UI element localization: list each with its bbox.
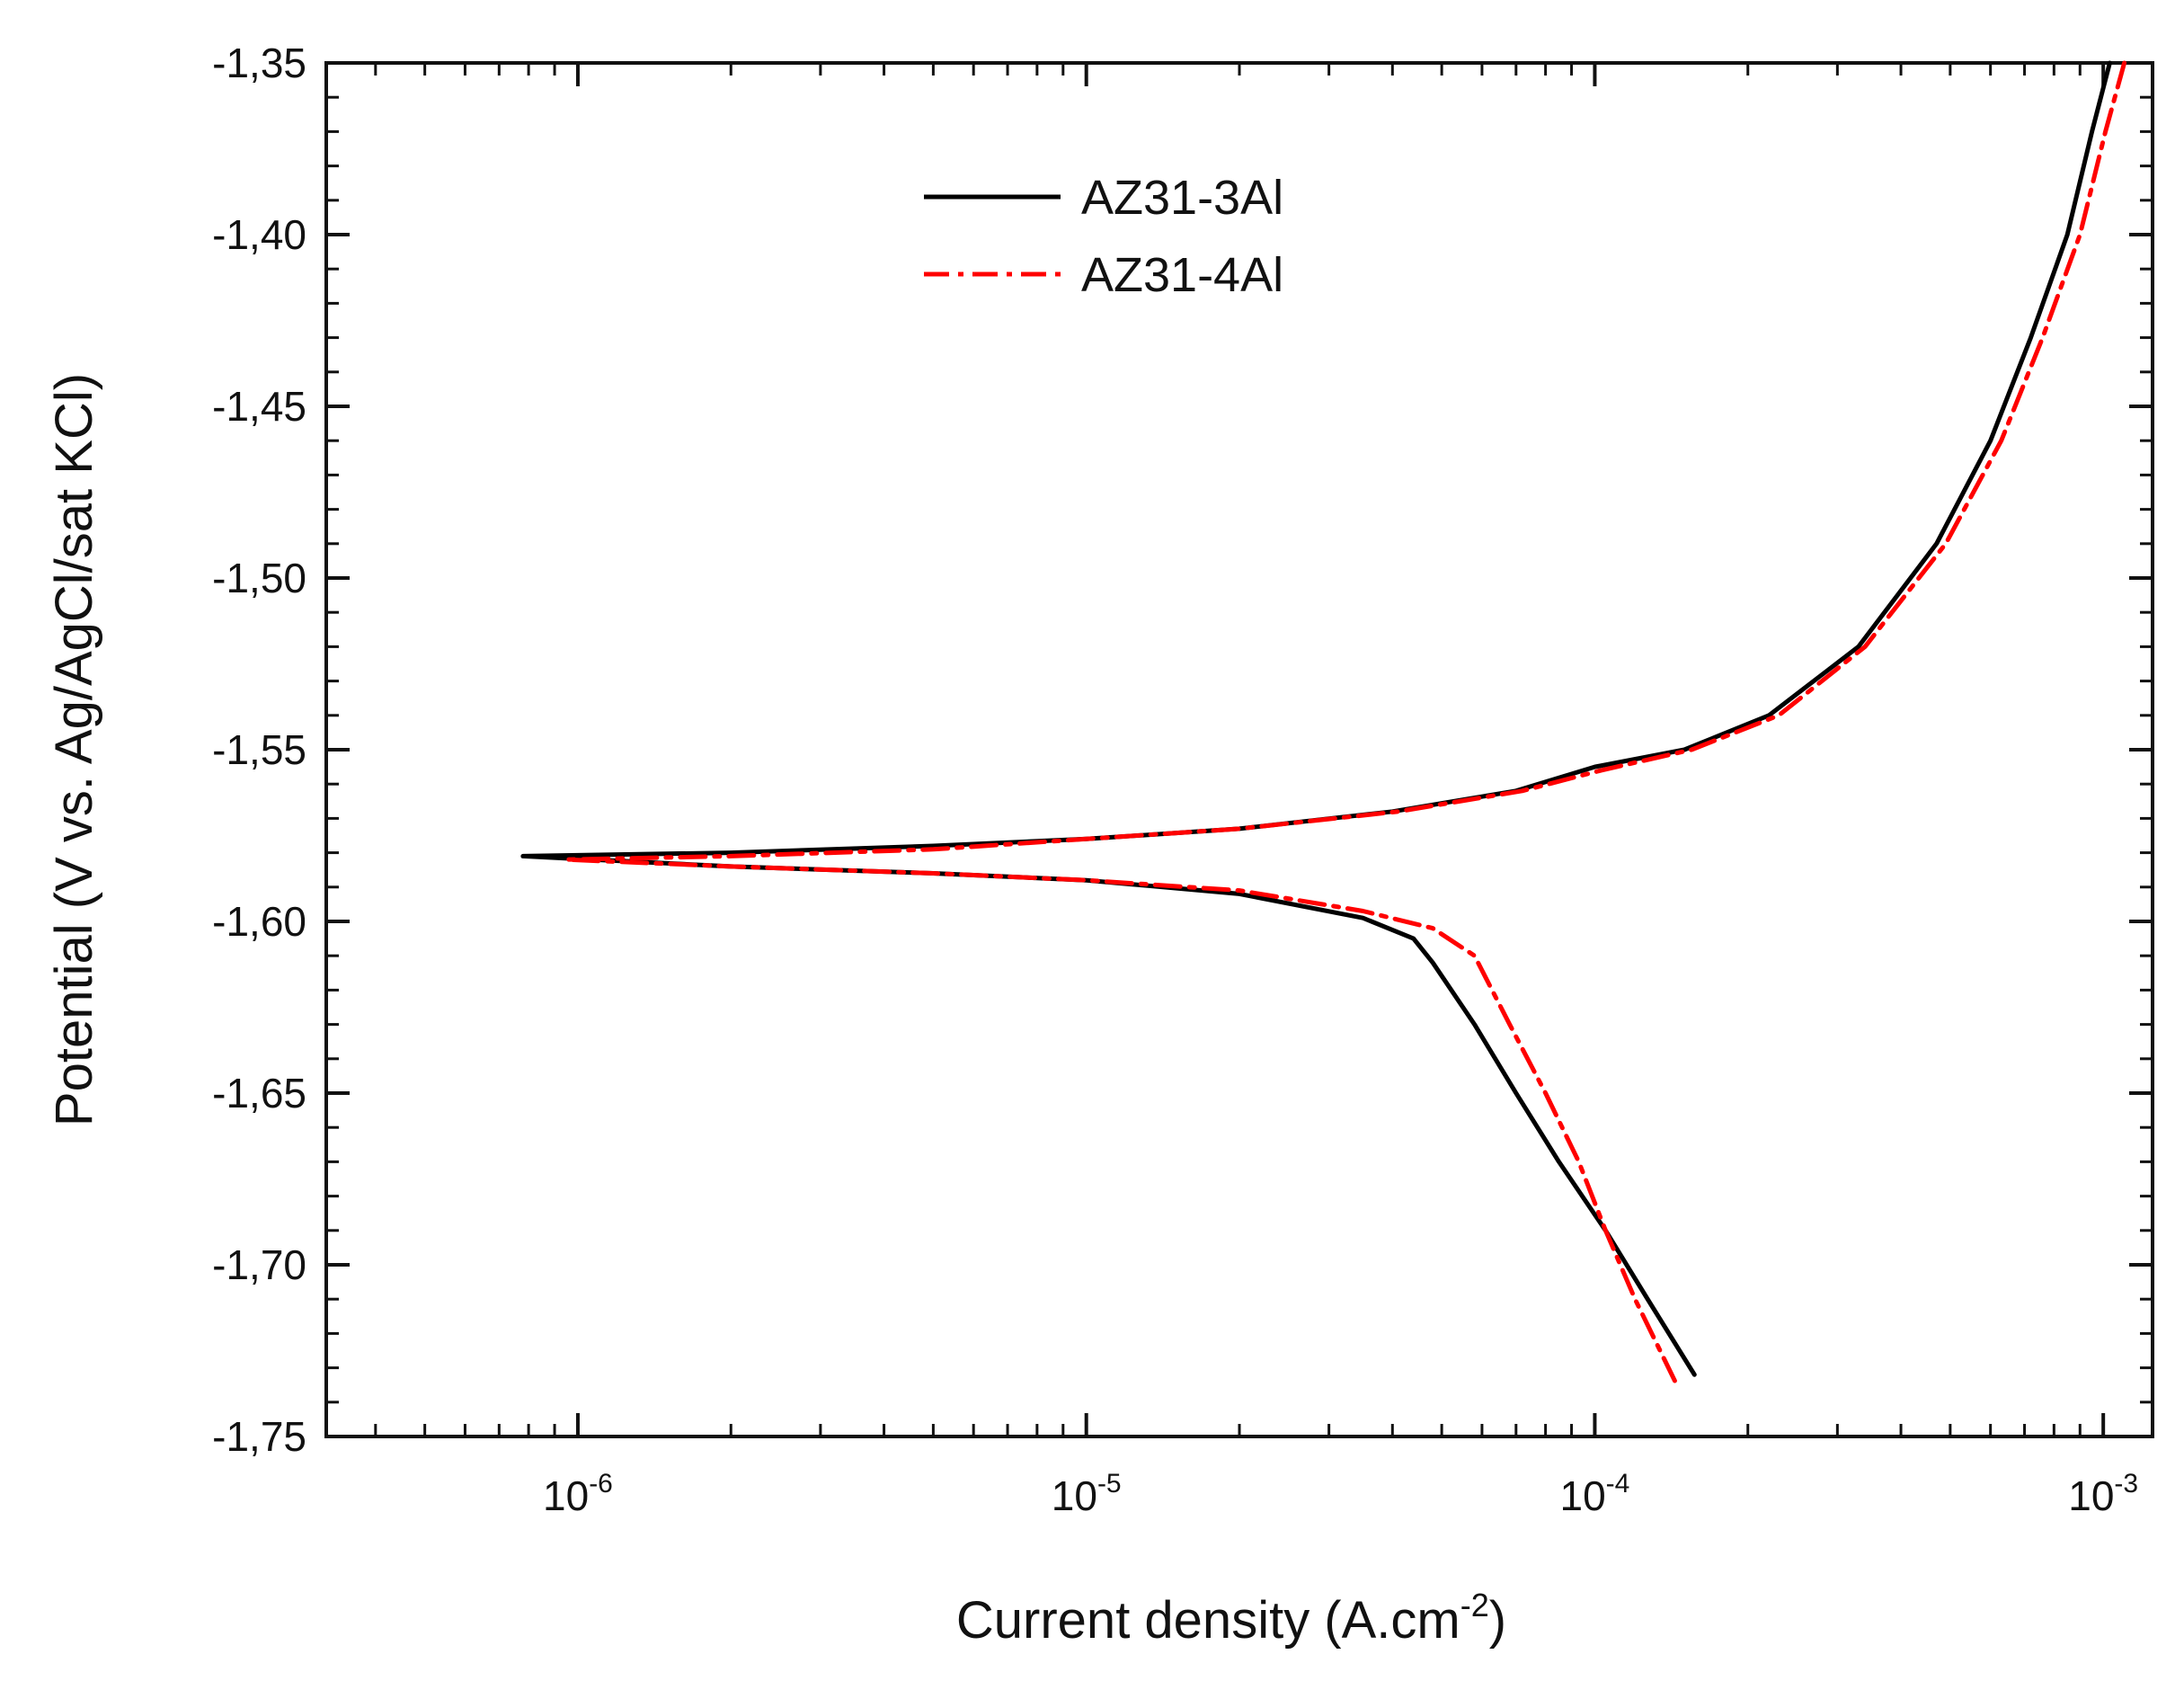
legend: AZ31-3Al AZ31-4Al bbox=[924, 171, 1283, 302]
x-axis-title-text: Current density (A.cm bbox=[956, 1591, 1460, 1650]
y-tick-label: -1,60 bbox=[212, 898, 306, 945]
series-line-az31-3al bbox=[520, 60, 2112, 1377]
x-tick-label: 10-5 bbox=[1052, 1469, 1122, 1519]
x-tick-label-base: 10 bbox=[1560, 1472, 1606, 1519]
legend-label-az31-3al: AZ31-3Al bbox=[1081, 171, 1283, 225]
x-tick-label-exponent: -6 bbox=[589, 1469, 613, 1499]
y-tick-label: -1,40 bbox=[212, 211, 306, 258]
x-tick-label: 10-6 bbox=[543, 1469, 613, 1519]
x-axis-title: Current density (A.cm-2) bbox=[956, 1587, 1506, 1650]
y-tick-label: -1,65 bbox=[212, 1070, 306, 1116]
series-layer bbox=[520, 60, 2127, 1388]
x-tick-label-exponent: -4 bbox=[1606, 1469, 1630, 1499]
y-tick-label: -1,45 bbox=[212, 383, 306, 430]
y-tick-label: -1,75 bbox=[212, 1413, 306, 1460]
x-tick-label-base: 10 bbox=[2068, 1472, 2114, 1519]
x-tick-label-exponent: -5 bbox=[1097, 1469, 1122, 1499]
x-tick-label: 10-3 bbox=[2068, 1469, 2138, 1519]
x-tick-label-exponent: -3 bbox=[2114, 1469, 2138, 1499]
x-tick-label-base: 10 bbox=[1052, 1472, 1097, 1519]
legend-label-az31-4al: AZ31-4Al bbox=[1081, 248, 1283, 302]
x-axis-title-close: ) bbox=[1489, 1591, 1506, 1650]
x-tick-label-base: 10 bbox=[543, 1472, 589, 1519]
x-tick-label: 10-4 bbox=[1560, 1469, 1630, 1519]
y-axis-ticks: -1,75 -1,70 -1,65 -1,60 -1,55 -1,50 -1,45 -1,40… bbox=[212, 40, 2153, 1460]
y-tick-label: -1,35 bbox=[212, 40, 306, 86]
x-axis-title-exponent: -2 bbox=[1460, 1587, 1489, 1623]
y-tick-label: -1,70 bbox=[212, 1241, 306, 1288]
x-axis-ticks: 10-6 10-5 10-4 10-3 bbox=[374, 63, 2138, 1519]
y-tick-label: -1,50 bbox=[212, 555, 306, 601]
y-axis-title: Potential (V vs. Ag/AgCl/sat KCl) bbox=[45, 373, 103, 1126]
series-line-az31-4al bbox=[564, 60, 2127, 1388]
y-tick-label: -1,55 bbox=[212, 726, 306, 773]
